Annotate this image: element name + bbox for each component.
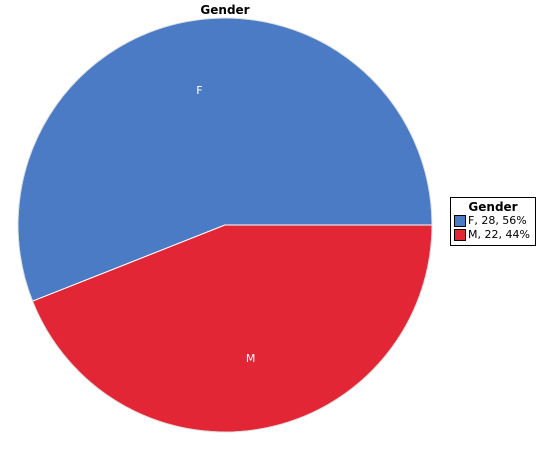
pie-chart: FM [17, 17, 433, 433]
legend-item-m: M, 22, 44% [454, 228, 532, 242]
legend-label-f: F, 28, 56% [468, 214, 527, 227]
legend-swatch-f [454, 215, 466, 227]
pie-label-m: M [246, 352, 256, 365]
legend-swatch-m [454, 229, 466, 241]
chart-title: Gender [200, 3, 250, 17]
pie-label-f: F [196, 84, 202, 97]
pie-outline [17, 17, 433, 433]
legend-item-f: F, 28, 56% [454, 214, 532, 228]
legend-label-m: M, 22, 44% [468, 228, 530, 241]
legend-title: Gender [468, 200, 518, 214]
legend: Gender F, 28, 56% M, 22, 44% [450, 197, 536, 246]
